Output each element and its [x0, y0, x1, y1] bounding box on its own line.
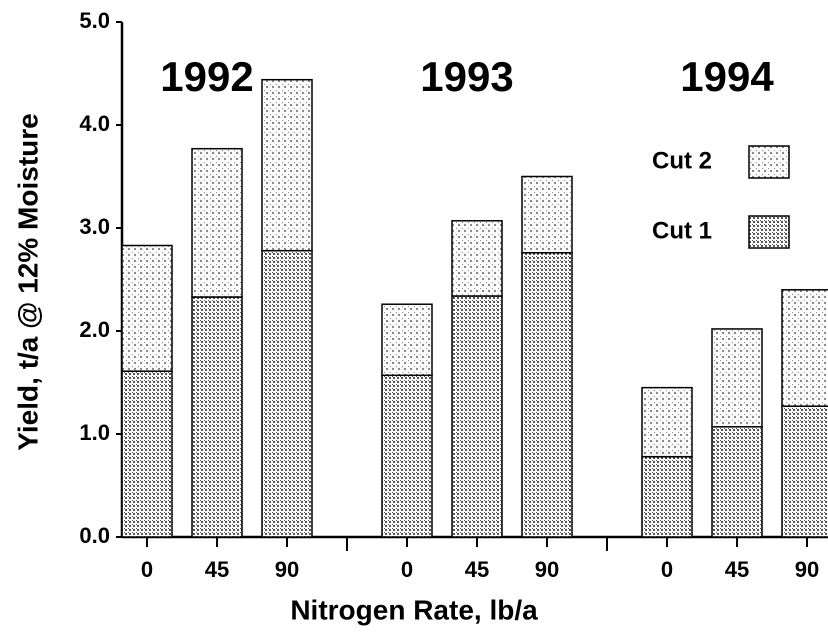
legend-swatch [748, 145, 790, 179]
bar-segment [261, 78, 313, 252]
legend-label: Cut 2 [652, 147, 712, 174]
x-tick-label: 90 [795, 557, 819, 582]
bar-segment [381, 374, 433, 538]
y-tick-label: 2.0 [79, 317, 110, 342]
bar-segment [191, 296, 243, 538]
bar-segment [121, 370, 173, 538]
bar-segment [641, 455, 693, 538]
bar-segment [781, 405, 828, 538]
x-tick-label: 0 [401, 557, 413, 582]
bar-segment [521, 175, 573, 254]
bar-segment [641, 386, 693, 458]
x-tick-label: 90 [535, 557, 559, 582]
x-tick-label: 45 [725, 557, 749, 582]
legend-label: Cut 1 [652, 217, 712, 244]
bar-segment [261, 249, 313, 538]
y-tick-label: 3.0 [79, 214, 110, 239]
y-tick-label: 4.0 [79, 111, 110, 136]
bar-segment [451, 295, 503, 538]
y-tick-label: 1.0 [79, 420, 110, 445]
group-label: 1992 [160, 53, 253, 100]
bar-segment [451, 220, 503, 297]
x-tick-label: 0 [141, 557, 153, 582]
y-axis-title: Yield, t/a @ 12% Moisture [12, 113, 43, 450]
bar-segment [781, 289, 828, 407]
bar-segment [381, 303, 433, 377]
bar-segment [711, 328, 763, 428]
bar-segment [711, 426, 763, 538]
group-label: 1993 [420, 53, 513, 100]
legend-swatch [748, 215, 790, 249]
x-tick-label: 0 [661, 557, 673, 582]
x-tick-label: 45 [205, 557, 229, 582]
y-tick-label: 0.0 [79, 523, 110, 548]
bar-segment [521, 251, 573, 538]
x-tick-label: 90 [275, 557, 299, 582]
y-tick-label: 5.0 [79, 8, 110, 33]
x-axis-title: Nitrogen Rate, lb/a [290, 594, 538, 625]
group-label: 1994 [680, 53, 774, 100]
bar-segment [121, 244, 173, 372]
x-tick-label: 45 [465, 557, 489, 582]
bar-segment [191, 147, 243, 298]
